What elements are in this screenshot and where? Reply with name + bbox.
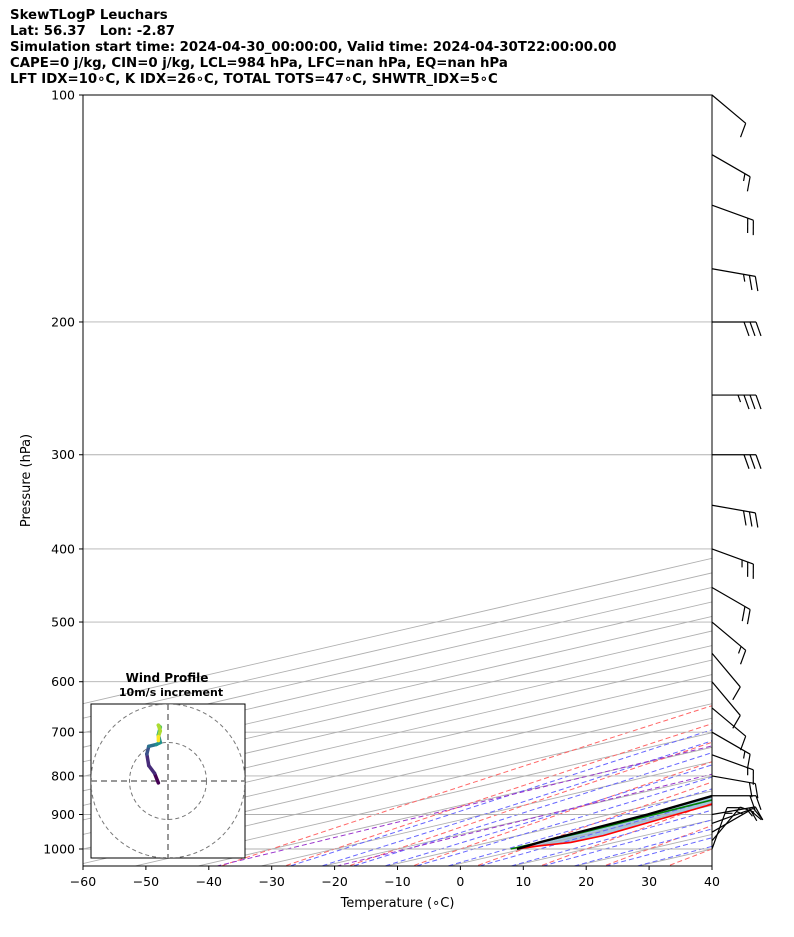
y-tick-label: 700 bbox=[51, 725, 75, 740]
y-tick-label: 300 bbox=[51, 447, 75, 462]
chart-title-coordinates: Lat: 56.37 Lon: -2.87 bbox=[10, 24, 176, 39]
isotherm-line bbox=[573, 834, 712, 866]
x-tick-label: 40 bbox=[704, 874, 720, 889]
chart-title-indices: LFT IDX=10∘C, K IDX=26∘C, TOTAL TOTS=47∘… bbox=[10, 72, 498, 87]
wind-barb bbox=[711, 94, 747, 138]
moist-adiabat-line bbox=[540, 819, 712, 866]
dry-adiabat-line bbox=[283, 723, 712, 866]
wind-barb bbox=[711, 707, 747, 751]
y-tick-label: 900 bbox=[51, 807, 75, 822]
isotherm-line bbox=[196, 746, 712, 866]
wind-barb bbox=[712, 394, 762, 410]
hodograph-title: Wind Profile bbox=[126, 671, 209, 685]
y-axis-label: Pressure (hPa) bbox=[19, 434, 34, 527]
x-tick-label: 10 bbox=[515, 874, 531, 889]
isotherm-line bbox=[259, 761, 712, 866]
x-tick-label: −30 bbox=[259, 874, 285, 889]
wind-barb bbox=[711, 268, 759, 292]
mixing-ratio-line bbox=[335, 773, 712, 866]
wind-barb bbox=[711, 548, 754, 579]
wind-barb bbox=[711, 652, 741, 701]
y-tick-label: 400 bbox=[51, 541, 75, 556]
isotherm-line bbox=[83, 703, 712, 850]
isotherm-line bbox=[83, 630, 712, 777]
isotherm-line bbox=[83, 645, 712, 792]
dry-adiabat-line bbox=[219, 705, 712, 866]
chart-title-station: SkewTLogP Leuchars bbox=[10, 8, 168, 23]
dry-adiabat-line bbox=[726, 95, 794, 868]
y-tick-label: 800 bbox=[51, 768, 75, 783]
dry-adiabat-line bbox=[411, 761, 712, 866]
parcel-path-line bbox=[516, 794, 712, 851]
dry-adiabat-line bbox=[790, 95, 794, 868]
moist-adiabat-line bbox=[509, 809, 712, 866]
temperature-line bbox=[516, 803, 712, 850]
x-tick-label: −50 bbox=[133, 874, 159, 889]
dry-adiabat-line bbox=[538, 802, 712, 866]
wind-barb bbox=[711, 204, 754, 236]
x-tick-label: −40 bbox=[196, 874, 222, 889]
isotherm-line bbox=[83, 688, 712, 835]
wind-barb bbox=[712, 321, 762, 337]
x-tick-label: −60 bbox=[70, 874, 96, 889]
wind-barb bbox=[711, 731, 751, 769]
y-tick-label: 100 bbox=[51, 88, 75, 103]
x-tick-label: −10 bbox=[384, 874, 410, 889]
x-tick-label: 0 bbox=[456, 874, 464, 889]
dewpoint-line bbox=[510, 799, 712, 850]
chart-title-cape: CAPE=0 j/kg, CIN=0 j/kg, LCL=984 hPa, LF… bbox=[10, 56, 508, 71]
wind-barb bbox=[712, 454, 762, 469]
y-tick-label: 500 bbox=[51, 615, 75, 630]
moist-adiabat-line bbox=[288, 729, 712, 866]
hodograph-subtitle: 10m/s increment bbox=[119, 686, 223, 699]
moist-adiabat-line bbox=[319, 740, 712, 866]
wind-barb bbox=[711, 806, 764, 822]
isotherm-line bbox=[133, 732, 712, 866]
isotherm-line bbox=[510, 819, 712, 866]
x-tick-label: 30 bbox=[641, 874, 657, 889]
wind-barb bbox=[711, 754, 754, 785]
wind-barb bbox=[711, 504, 759, 528]
wind-barb bbox=[711, 587, 751, 625]
isotherm-line bbox=[83, 717, 712, 864]
moist-adiabat-line bbox=[572, 828, 712, 866]
moist-adiabat-line bbox=[446, 788, 712, 866]
y-tick-label: 200 bbox=[51, 314, 75, 329]
y-tick-label: 600 bbox=[51, 674, 75, 689]
isotherm-line bbox=[384, 790, 712, 866]
mixing-ratio-line bbox=[215, 745, 712, 866]
y-tick-label: 1000 bbox=[43, 842, 75, 857]
wind-barb bbox=[711, 681, 741, 729]
wind-barb bbox=[712, 795, 762, 810]
x-tick-label: −20 bbox=[321, 874, 347, 889]
hodograph-segment bbox=[145, 752, 151, 768]
wind-barb bbox=[711, 154, 751, 192]
wind-barb bbox=[711, 775, 759, 799]
x-tick-label: 20 bbox=[578, 874, 594, 889]
x-axis-label: Temperature (∘C) bbox=[340, 896, 455, 911]
isotherm-line bbox=[83, 659, 712, 806]
chart-title-times: Simulation start time: 2024-04-30_00:00:… bbox=[10, 40, 617, 55]
moist-adiabat-line bbox=[414, 776, 712, 866]
cape-shading bbox=[517, 796, 712, 849]
wind-barb bbox=[711, 621, 747, 665]
isotherm-line bbox=[83, 674, 712, 821]
